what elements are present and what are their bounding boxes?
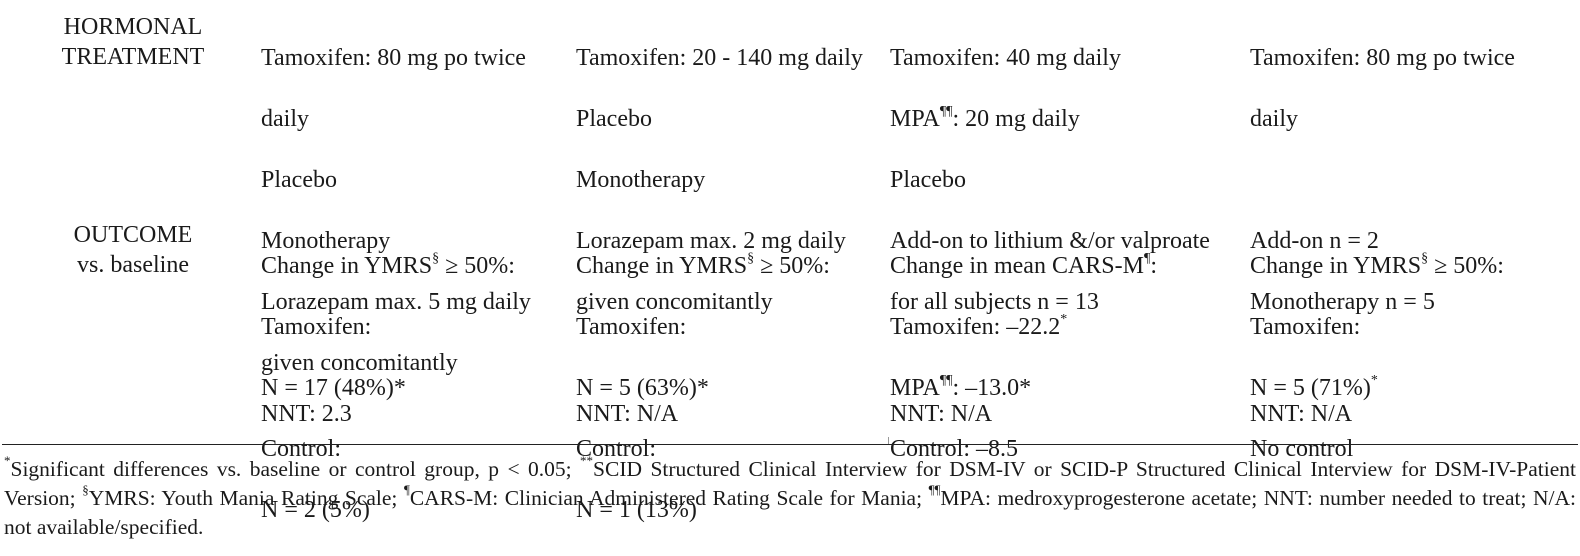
cell-line: Change in YMRS§ ≥ 50%:: [1250, 251, 1504, 282]
table-footnote: *Significant differences vs. baseline or…: [4, 452, 1576, 542]
nnt-col2: NNT: N/A: [576, 401, 679, 427]
cell-text: : –13.0*: [952, 374, 1032, 401]
footnote-marker: *: [1060, 311, 1068, 327]
row-label-line: HORMONAL: [63, 14, 203, 40]
cell-line: Change in YMRS§ ≥ 50%:: [261, 251, 515, 282]
cell-line: Lorazepam max. 5 mg daily: [261, 288, 531, 315]
cell-line: Placebo: [261, 166, 337, 193]
row-label-outcome: OUTCOME vs. baseline: [8, 220, 258, 280]
footnote-text: CARS-M: Clinician Administered Rating Sc…: [409, 486, 929, 510]
cell-line: Placebo: [890, 166, 966, 193]
column-tick: [888, 437, 889, 444]
cell-line: Control: –8.5: [890, 435, 1019, 462]
footnote-marker: ¶¶: [928, 481, 941, 497]
cell-text: :: [1150, 252, 1157, 279]
cell-line: N = 17 (48%)*: [261, 374, 406, 401]
footnote-marker: ¶¶: [939, 103, 953, 119]
cell-text: ≥ 50%:: [439, 252, 515, 279]
cell-line: Monotherapy n = 5: [1250, 288, 1435, 315]
footnote-marker: §: [432, 250, 440, 266]
hormonal-cell-col3: Tamoxifen: 40 mg daily MPA¶¶: 20 mg dail…: [890, 12, 1210, 348]
cell-line: daily: [261, 105, 309, 132]
cell-line: Tamoxifen: 20 - 140 mg daily: [576, 44, 863, 71]
cell-line: Monotherapy: [261, 227, 391, 254]
footnote-text: SCID Structured Clinical Interview for D…: [4, 457, 1576, 510]
cell-line: Add-on to lithium &/or valproate: [890, 227, 1210, 254]
cell-text: Change in YMRS: [1250, 252, 1422, 279]
outcome-cell-col1: Change in YMRS§ ≥ 50%: Tamoxifen: N = 17…: [261, 220, 515, 556]
footnote-marker: *: [4, 452, 11, 468]
footnote-marker: §: [747, 250, 755, 266]
cell-line: Tamoxifen: 80 mg po twice: [1250, 44, 1515, 71]
cell-line: given concomitantly: [261, 349, 458, 376]
outcome-cell-col2: Change in YMRS§ ≥ 50%: Tamoxifen: N = 5 …: [576, 220, 830, 556]
nnt-col3: NNT: N/A: [890, 401, 993, 427]
cell-line: given concomitantly: [576, 288, 773, 315]
outcome-cell-col3: Change in mean CARS-M¶: Tamoxifen: –22.2…: [890, 220, 1157, 495]
cell-line: [1250, 165, 1515, 196]
cell-line: Tamoxifen:: [261, 313, 372, 340]
results-table: HORMONAL TREATMENT OUTCOME vs. baseline …: [8, 12, 1515, 523]
footnote-text: MPA: medroxyprogesterone acetate; NNT: n…: [4, 486, 1576, 539]
footnote-marker: §: [1421, 250, 1429, 266]
cell-text: MPA: [890, 374, 940, 401]
footnote-text: Significant differences vs. baseline or …: [10, 457, 581, 481]
hormonal-cell-col2: Tamoxifen: 20 - 140 mg daily Placebo Mon…: [576, 12, 863, 348]
row-label-hormonal-treatment: HORMONAL TREATMENT: [8, 12, 258, 72]
cell-line: Placebo: [576, 105, 652, 132]
cell-line: Add-on n = 2: [1250, 227, 1379, 254]
cell-line: MPA¶¶: –13.0*: [890, 373, 1157, 404]
row-label-line: TREATMENT: [61, 44, 205, 70]
cell-line: Change in YMRS§ ≥ 50%:: [576, 251, 830, 282]
cell-line: N = 1 (13%): [576, 496, 697, 523]
cell-line: Tamoxifen: 80 mg po twice: [261, 44, 526, 71]
cell-line: N = 5 (63%)*: [576, 374, 709, 401]
footnote-marker: *: [1370, 372, 1378, 388]
cell-line: Control:: [576, 435, 657, 462]
footnote-marker: **: [580, 452, 594, 468]
cell-line: Control:: [261, 435, 342, 462]
nnt-col1: NNT: 2.3: [261, 401, 352, 427]
cell-line: Monotherapy: [576, 166, 706, 193]
cell-line: N = 5 (71%)*: [1250, 373, 1504, 404]
cell-line: daily: [1250, 105, 1298, 132]
cell-line: N = 2 (5%): [261, 496, 370, 523]
cell-line: Lorazepam max. 2 mg daily: [576, 227, 846, 254]
row-label-line: OUTCOME: [73, 222, 193, 248]
cell-text: N = 5 (71%): [1250, 374, 1371, 401]
cell-text: Tamoxifen: –22.2: [890, 313, 1061, 340]
hormonal-cell-col1: Tamoxifen: 80 mg po twice daily Placebo …: [261, 12, 531, 409]
footnote-marker: ¶: [403, 481, 410, 497]
outcome-cell-col4: Change in YMRS§ ≥ 50%: Tamoxifen: N = 5 …: [1250, 220, 1504, 495]
cell-text: Change in mean CARS-M: [890, 252, 1144, 279]
nnt-col4: NNT: N/A: [1250, 401, 1353, 427]
footnote-marker: ¶¶: [939, 372, 953, 388]
cell-line: Tamoxifen: 40 mg daily: [890, 44, 1121, 71]
footnote-marker: §: [82, 481, 89, 497]
hormonal-cell-col4: Tamoxifen: 80 mg po twice daily Add-on n…: [1250, 12, 1515, 348]
cell-text: Change in YMRS: [576, 252, 748, 279]
cell-text: Change in YMRS: [261, 252, 433, 279]
row-label-line: vs. baseline: [77, 252, 189, 278]
cell-text: MPA: [890, 105, 940, 132]
cell-text: : 20 mg daily: [952, 105, 1080, 132]
cell-line: Change in mean CARS-M¶:: [890, 251, 1157, 282]
cell-text: ≥ 50%:: [1428, 252, 1504, 279]
footnote-marker: ¶: [1143, 250, 1151, 266]
cell-line: No control: [1250, 435, 1354, 462]
cell-line: Tamoxifen:: [576, 313, 687, 340]
footnote-text: YMRS: Youth Mania Rating Scale;: [88, 486, 404, 510]
table-bottom-rule: [2, 444, 1578, 445]
cell-line: Tamoxifen: –22.2*: [890, 312, 1157, 343]
cell-line: for all subjects n = 13: [890, 288, 1099, 315]
cell-line: MPA¶¶: 20 mg daily: [890, 104, 1210, 135]
cell-text: ≥ 50%:: [754, 252, 830, 279]
cell-line: Tamoxifen:: [1250, 313, 1361, 340]
